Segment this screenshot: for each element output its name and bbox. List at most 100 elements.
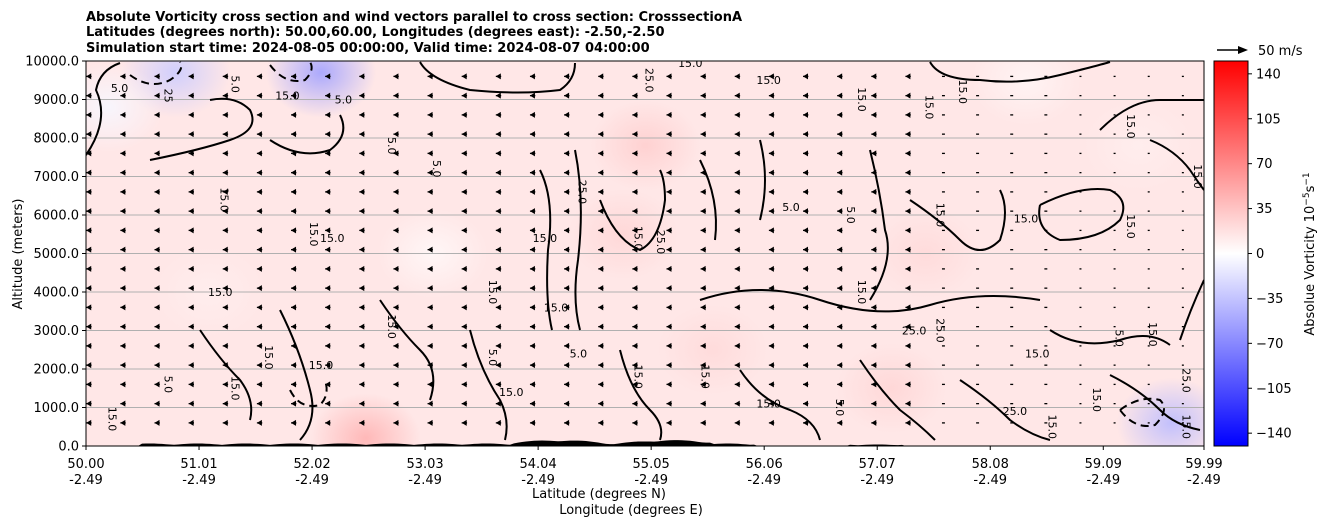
wind-vector-arrow-icon (598, 227, 604, 234)
wind-vector-arrow-icon (393, 169, 399, 176)
wind-vector-arrow-icon (734, 304, 740, 311)
wind-vector-arrow-icon (598, 265, 604, 272)
wind-vector-arrow-icon (632, 227, 638, 234)
colorbar-label-suffix: s (1303, 185, 1318, 192)
wind-vector-arrow-icon (393, 342, 399, 349)
wind-vector-arrow-icon (154, 381, 160, 388)
wind-vector-arrow-icon (188, 111, 194, 118)
wind-vector-arrow-icon (393, 400, 399, 407)
wind-vector-arrow-icon (427, 400, 433, 407)
y-tick-label: 0.0 (58, 440, 79, 455)
wind-vector-arrow-icon (700, 227, 706, 234)
x-tick-label-latitude: 59.99 (1185, 457, 1222, 472)
wind-vector-arrow-icon (325, 381, 331, 388)
contour-label: 15.0 (228, 376, 241, 401)
wind-vector-arrow-icon (905, 362, 911, 369)
wind-vector-arrow-icon (461, 381, 467, 388)
wind-vector-arrow-icon (325, 265, 331, 272)
x-tick-label-longitude: -2.49 (747, 473, 781, 488)
wind-vector-arrow-icon (427, 265, 433, 272)
wind-vector-arrow-icon (564, 381, 570, 388)
wind-vector-arrow-icon (325, 150, 331, 157)
wind-vector-arrow-icon (495, 150, 501, 157)
contour-line (859, 359, 936, 441)
wind-vector-arrow-icon (564, 73, 570, 80)
wind-vector-arrow-icon (86, 227, 92, 234)
wind-vector-arrow-icon (495, 419, 501, 426)
contour-line (959, 379, 1051, 441)
wind-vector-arrow-icon (325, 111, 331, 118)
wind-vector-arrow-icon (291, 131, 297, 138)
wind-vector-arrow-icon (291, 73, 297, 80)
wind-vector-arrow-icon (768, 419, 774, 426)
wind-vector-arrow-icon (700, 362, 706, 369)
wind-vector-arrow-icon (632, 362, 638, 369)
wind-vector-arrow-icon (120, 265, 126, 272)
wind-vector-arrow-icon (905, 246, 911, 253)
wind-vector-arrow-icon (803, 381, 809, 388)
contour-line (739, 369, 821, 441)
wind-vector-arrow-icon (291, 304, 297, 311)
wind-vector-arrow-icon (359, 342, 365, 349)
contour-label: 5.0 (430, 160, 443, 178)
wind-vector-arrow-icon (529, 73, 535, 80)
wind-vector-arrow-icon (529, 208, 535, 215)
contour-label: 15.0 (1090, 388, 1103, 413)
x-tick-label-latitude: 52.02 (293, 457, 330, 472)
wind-vector-arrow-icon (734, 265, 740, 272)
wind-vector-arrow-icon (427, 419, 433, 426)
wind-vector-arrow-icon (359, 188, 365, 195)
wind-vector-arrow-icon (871, 304, 877, 311)
wind-vector-arrow-icon (837, 419, 843, 426)
wind-vector-arrow-icon (86, 208, 92, 215)
contour-line (1119, 397, 1165, 427)
wind-vector-arrow-icon (393, 111, 399, 118)
colorbar-tick-label: −140 (1256, 427, 1292, 442)
wind-vector-arrow-icon (120, 362, 126, 369)
colorbar-label-exponent: −5 (1302, 192, 1312, 205)
wind-vector-arrow-icon (120, 285, 126, 292)
wind-vector-arrow-icon (222, 285, 228, 292)
wind-vector-arrow-icon (564, 342, 570, 349)
wind-vector-arrow-icon (393, 188, 399, 195)
wind-vector-arrow-icon (393, 227, 399, 234)
wind-vector-arrow-icon (768, 362, 774, 369)
wind-vector-arrow-icon (768, 246, 774, 253)
wind-vector-arrow-icon (803, 150, 809, 157)
wind-vector-arrow-icon (120, 304, 126, 311)
wind-vector-arrow-icon (359, 111, 365, 118)
wind-vector-arrow-icon (734, 111, 740, 118)
wind-vector-arrow-icon (905, 150, 911, 157)
wind-vector-arrow-icon (564, 400, 570, 407)
wind-vector-arrow-icon (427, 169, 433, 176)
wind-vector-arrow-icon (154, 208, 160, 215)
contour-label: 25 (161, 89, 174, 103)
wind-vector-arrow-icon (86, 304, 92, 311)
wind-vector-arrow-icon (359, 92, 365, 99)
contour-line (599, 169, 667, 252)
wind-vector-arrow-icon (461, 285, 467, 292)
contour-line (1038, 188, 1125, 242)
wind-vector-arrow-icon (734, 208, 740, 215)
wind-vector-arrow-icon (325, 323, 331, 330)
wind-vector-arrow-icon (632, 381, 638, 388)
x-tick-label-latitude: 54.04 (520, 457, 557, 472)
wind-vector-arrow-icon (120, 323, 126, 330)
contour-label: 25.0 (1180, 368, 1193, 393)
wind-vector-arrow-icon (325, 73, 331, 80)
wind-vector-arrow-icon (768, 188, 774, 195)
wind-vector-arrow-icon (359, 227, 365, 234)
wind-vector-arrow-icon (120, 419, 126, 426)
wind-vector-arrow-icon (700, 342, 706, 349)
wind-vector-arrow-icon (768, 265, 774, 272)
wind-vector-arrow-icon (359, 73, 365, 80)
wind-vector-arrow-icon (666, 285, 672, 292)
wind-vector-arrow-icon (495, 304, 501, 311)
wind-vector-arrow-icon (495, 342, 501, 349)
wind-vector-arrow-icon (188, 73, 194, 80)
wind-vector-arrow-icon (222, 304, 228, 311)
wind-vector-arrow-icon (222, 342, 228, 349)
wind-vector-arrow-icon (632, 111, 638, 118)
wind-vector-arrow-icon (427, 227, 433, 234)
wind-vector-arrow-icon (529, 362, 535, 369)
